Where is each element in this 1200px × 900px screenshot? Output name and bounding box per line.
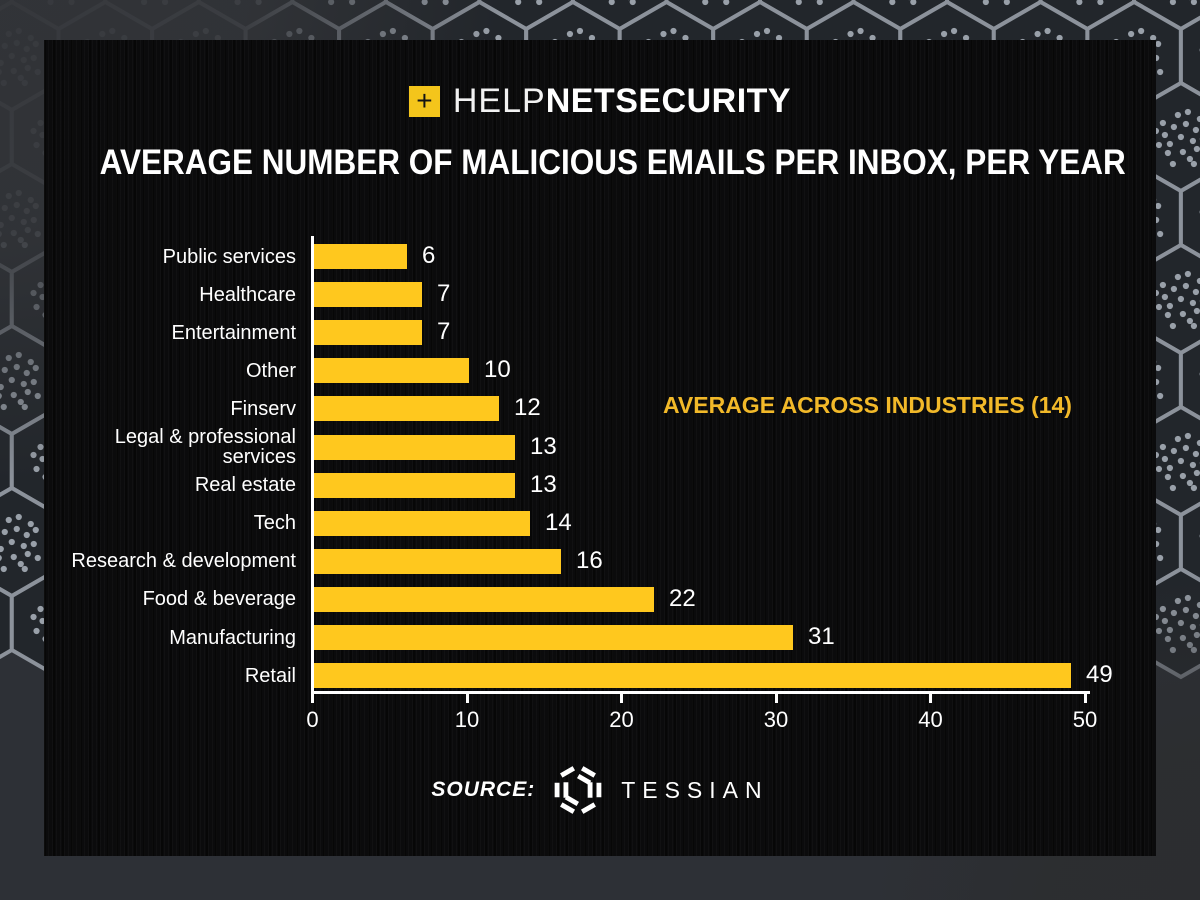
tessian-name: TESSIAN: [621, 776, 769, 803]
helpnetsecurity-logo: + HELPNETSECURITY: [44, 84, 1156, 118]
x-tick: [1083, 694, 1087, 703]
bar: [314, 434, 515, 460]
bar: [314, 320, 422, 346]
value-label: 13: [530, 470, 557, 498]
bar: [314, 282, 422, 308]
value-label: 13: [530, 432, 557, 460]
category-label: Legal & professional services: [114, 426, 296, 468]
industry-average-annotation: AVERAGE ACROSS INDUSTRIES (14): [663, 392, 1072, 418]
category-label: Manufacturing: [169, 626, 296, 649]
x-tick-label: 0: [306, 707, 319, 732]
x-tick: [774, 694, 778, 703]
category-label: Research & development: [71, 550, 296, 573]
infographic-card: + HELPNETSECURITY AVERAGE NUMBER OF MALI…: [44, 40, 1156, 856]
category-label: Other: [245, 359, 296, 382]
tessian-logo-icon: [554, 763, 602, 817]
source-row: SOURCE: TESSIAN: [44, 754, 1156, 826]
bar: [314, 548, 561, 574]
bar: [314, 472, 515, 498]
value-label: 16: [576, 546, 603, 574]
category-label: Finserv: [230, 397, 296, 420]
plus-icon: +: [408, 85, 440, 117]
category-label: Real estate: [194, 474, 296, 497]
y-axis-line: [311, 236, 314, 694]
x-tick: [465, 694, 469, 703]
x-axis-line: [311, 691, 1090, 694]
value-label: 7: [437, 318, 451, 346]
source-label: SOURCE:: [431, 778, 536, 801]
bar: [314, 625, 793, 650]
chart-title: AVERAGE NUMBER OF MALICIOUS EMAILS PER I…: [99, 143, 1126, 182]
logo-security-text: SECURITY: [615, 82, 792, 120]
bar: [314, 663, 1071, 689]
bar: [314, 244, 407, 269]
value-label: 7: [437, 280, 451, 308]
category-label: Food & beverage: [142, 588, 296, 611]
category-label: Retail: [244, 664, 296, 687]
category-label: Entertainment: [171, 321, 296, 344]
logo-help-text: HELP: [452, 82, 546, 120]
logo-net-text: NET: [545, 82, 616, 120]
bar: [314, 396, 499, 422]
category-label: Tech: [253, 512, 296, 535]
category-label: Healthcare: [199, 283, 296, 306]
bar: [314, 510, 530, 536]
value-label: 22: [669, 584, 696, 612]
x-tick: [311, 694, 314, 703]
value-label: 10: [484, 356, 511, 384]
x-tick: [620, 694, 623, 703]
value-label: 6: [422, 242, 436, 269]
value-label: 31: [808, 623, 835, 650]
category-label: Public services: [162, 245, 296, 268]
x-tick-label: 40: [918, 707, 943, 732]
x-tick-label: 10: [454, 707, 480, 732]
value-label: 14: [545, 508, 572, 536]
bar-chart: AVERAGE ACROSS INDUSTRIES (14) Public se…: [44, 40, 1156, 856]
value-label: 12: [514, 394, 541, 422]
plus-glyph: +: [416, 85, 433, 116]
x-tick-label: 50: [1072, 707, 1098, 732]
x-tick: [929, 694, 932, 703]
bar: [314, 358, 469, 384]
value-label: 49: [1086, 661, 1113, 689]
x-tick-label: 20: [609, 707, 634, 732]
x-tick-label: 30: [763, 707, 789, 732]
helpnetsecurity-wordmark: HELPNETSECURITY: [453, 84, 791, 118]
bar: [314, 586, 654, 612]
